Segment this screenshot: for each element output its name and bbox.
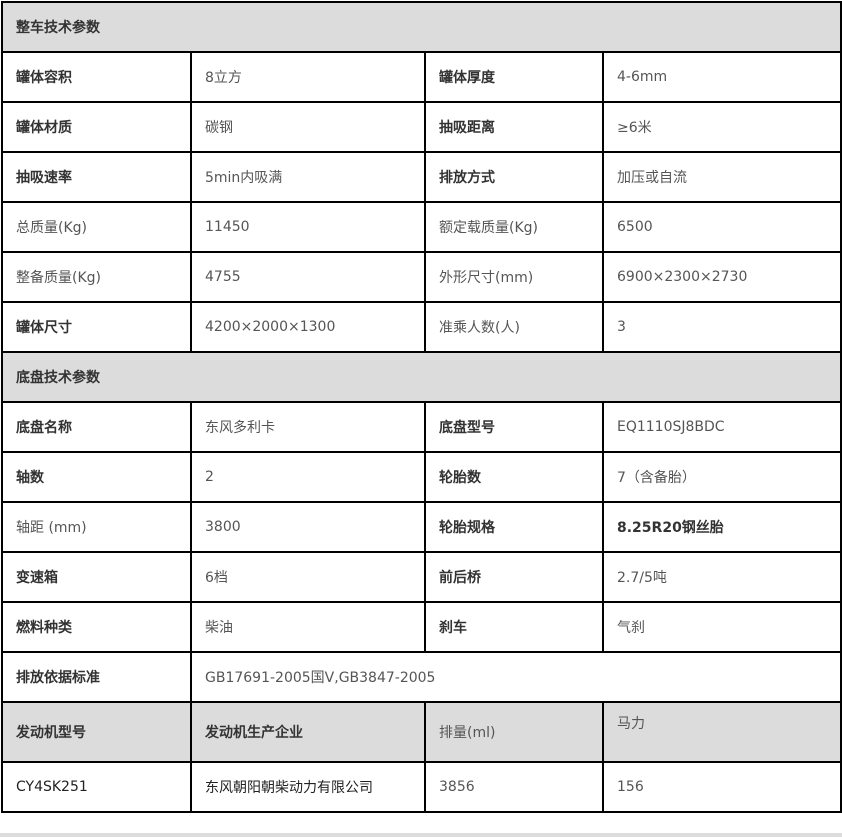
header: 发动机型号 — [1, 701, 192, 763]
section-vehicle-title: 整车技术参数 — [1, 1, 842, 53]
value: 156 — [602, 761, 842, 813]
label: 轴数 — [1, 451, 192, 503]
value: 3800 — [190, 501, 426, 553]
label: 罐体尺寸 — [1, 301, 192, 353]
value: EQ1110SJ8BDC — [602, 401, 842, 453]
value: 柴油 — [190, 601, 426, 653]
engine-header-row: 发动机型号 发动机生产企业 排量(ml) 马力 — [1, 701, 842, 763]
table-row: CY4SK251 东风朝阳朝柴动力有限公司 3856 156 — [1, 761, 842, 813]
value: 6500 — [602, 201, 842, 253]
label: 变速箱 — [1, 551, 192, 603]
table-row: 轴距 (mm) 3800 轮胎规格 8.25R20钢丝胎 — [1, 501, 842, 553]
label: 准乘人数(人) — [424, 301, 604, 353]
table-row: 罐体材质 碳钢 抽吸距离 ≥6米 — [1, 101, 842, 153]
label: 底盘型号 — [424, 401, 604, 453]
value: 6900×2300×2730 — [602, 251, 842, 303]
value: GB17691-2005国Ⅴ,GB3847-2005 — [190, 651, 842, 703]
table-row: 燃料种类 柴油 刹车 气刹 — [1, 601, 842, 653]
label: 罐体厚度 — [424, 51, 604, 103]
value: 东风朝阳朝柴动力有限公司 — [190, 761, 426, 813]
label: 底盘名称 — [1, 401, 192, 453]
value: 8.25R20钢丝胎 — [602, 501, 842, 553]
value: 3 — [602, 301, 842, 353]
label: 额定载质量(Kg) — [424, 201, 604, 253]
label: 燃料种类 — [1, 601, 192, 653]
value: 4755 — [190, 251, 426, 303]
table-row: 整备质量(Kg) 4755 外形尺寸(mm) 6900×2300×2730 — [1, 251, 842, 303]
header: 发动机生产企业 — [190, 701, 426, 763]
value: 11450 — [190, 201, 426, 253]
label: 刹车 — [424, 601, 604, 653]
label: 罐体材质 — [1, 101, 192, 153]
value: 气刹 — [602, 601, 842, 653]
label: 抽吸速率 — [1, 151, 192, 203]
table-row: 罐体尺寸 4200×2000×1300 准乘人数(人) 3 — [1, 301, 842, 353]
value: 2 — [190, 451, 426, 503]
table-row: 轴数 2 轮胎数 7（含备胎） — [1, 451, 842, 503]
table-row: 排放依据标准 GB17691-2005国Ⅴ,GB3847-2005 — [1, 651, 842, 703]
value: 东风多利卡 — [190, 401, 426, 453]
value: 碳钢 — [190, 101, 426, 153]
value: 7（含备胎） — [602, 451, 842, 503]
label: 排放依据标准 — [1, 651, 192, 703]
value: 2.7/5吨 — [602, 551, 842, 603]
section-chassis-title: 底盘技术参数 — [1, 351, 842, 403]
table-row: 抽吸速率 5min内吸满 排放方式 加压或自流 — [1, 151, 842, 203]
spec-table: 整车技术参数 罐体容积 8立方 罐体厚度 4-6mm 罐体材质 碳钢 抽吸距离 ≥6米 抽吸… — [1, 1, 842, 813]
value: 4200×2000×1300 — [190, 301, 426, 353]
label: 罐体容积 — [1, 51, 192, 103]
label: 轴距 (mm) — [1, 501, 192, 553]
value: 5min内吸满 — [190, 151, 426, 203]
value: 3856 — [424, 761, 604, 813]
header: 马力 — [602, 701, 842, 763]
table-row: 底盘名称 东风多利卡 底盘型号 EQ1110SJ8BDC — [1, 401, 842, 453]
value: 4-6mm — [602, 51, 842, 103]
label: 轮胎规格 — [424, 501, 604, 553]
table-row: 总质量(Kg) 11450 额定载质量(Kg) 6500 — [1, 201, 842, 253]
label: 整备质量(Kg) — [1, 251, 192, 303]
value: CY4SK251 — [1, 761, 192, 813]
value: 6档 — [190, 551, 426, 603]
label: 轮胎数 — [424, 451, 604, 503]
table-row: 罐体容积 8立方 罐体厚度 4-6mm — [1, 51, 842, 103]
value: ≥6米 — [602, 101, 842, 153]
label: 总质量(Kg) — [1, 201, 192, 253]
label: 外形尺寸(mm) — [424, 251, 604, 303]
table-row: 变速箱 6档 前后桥 2.7/5吨 — [1, 551, 842, 603]
label: 排放方式 — [424, 151, 604, 203]
label: 抽吸距离 — [424, 101, 604, 153]
value: 8立方 — [190, 51, 426, 103]
next-section-strip — [0, 833, 842, 837]
value: 加压或自流 — [602, 151, 842, 203]
header: 排量(ml) — [424, 701, 604, 763]
label: 前后桥 — [424, 551, 604, 603]
